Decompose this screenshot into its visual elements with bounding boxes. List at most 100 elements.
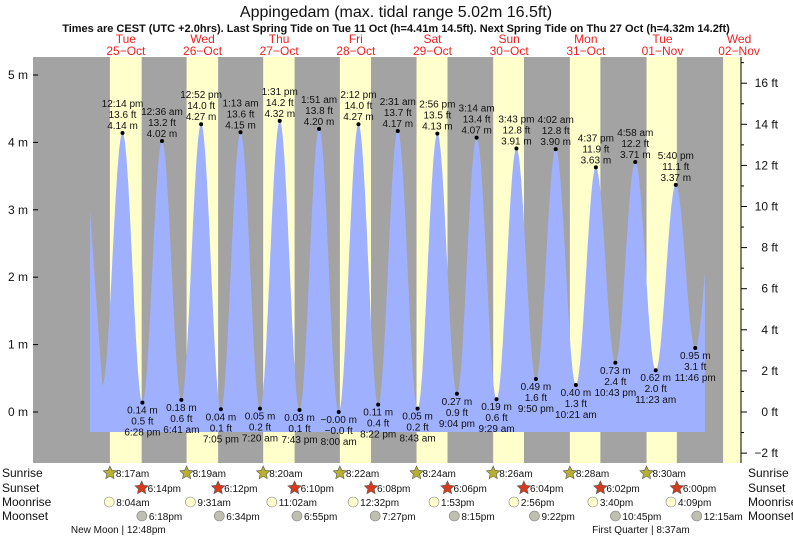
high-tide-point [395, 128, 400, 133]
high-tide-point [673, 182, 678, 187]
tide-label-ft: 13.4 ft [463, 115, 491, 126]
high-tide-point [120, 130, 125, 135]
moonset-time: 9:22pm [541, 512, 574, 523]
sunset-time: 6:08pm [377, 484, 410, 495]
sunset-time: 6:06pm [453, 484, 486, 495]
sunrise-icon [179, 465, 195, 480]
row-label-left-moonrise: Moonrise [2, 495, 52, 509]
low-tide-point [653, 368, 658, 373]
tide-label-ft: 14.0 ft [345, 101, 373, 112]
tide-label-ft: −0.0 ft [325, 426, 353, 437]
high-tide-point [159, 139, 164, 144]
tide-label-mm: 4.27 m [186, 112, 217, 123]
tide-label-ft: 13.6 ft [109, 110, 137, 121]
high-tide-point [277, 118, 282, 123]
tide-label-ft: 11.1 ft [662, 162, 689, 173]
moonset-icon [369, 510, 381, 522]
day-name: Thu [269, 32, 290, 46]
low-tide-point [533, 376, 538, 381]
sunrise-icon [332, 465, 348, 480]
tide-label-ft: 1.3 ft [565, 399, 587, 410]
tide-label-mm: 0.19 m [481, 402, 512, 413]
tide-label-mm: 0.03 m [284, 413, 315, 424]
tide-label-mm: 3.37 m [660, 173, 691, 184]
tide-label-ft: 0.6 ft [170, 414, 192, 425]
tide-label-ft: 0.6 ft [485, 413, 507, 424]
row-label-left-sunrise: Sunrise [2, 466, 43, 480]
tide-label-ft: 2.0 ft [645, 384, 667, 395]
moonrise-time: 12:32pm [360, 498, 399, 509]
right-tick-label: 8 ft [761, 241, 778, 255]
tide-label-mm: 4.20 m [304, 117, 335, 128]
day-date: 02−Nov [718, 44, 760, 58]
sunrise-icon [562, 465, 578, 480]
moonrise-time: 9:31am [197, 498, 230, 509]
tide-label-ft: 12.8 ft [542, 126, 570, 137]
moonrise-time: 4:09pm [678, 498, 711, 509]
sunset-time: 6:00pm [683, 484, 716, 495]
moonset-time: 6:55pm [304, 512, 337, 523]
right-tick-label: 12 ft [755, 158, 779, 172]
chart-title: Appingedam (max. tidal range 5.02m 16.5f… [240, 4, 552, 21]
high-tide-point [199, 122, 204, 127]
low-tide-point [140, 400, 145, 405]
tide-label-ft: 1.6 ft [525, 393, 547, 404]
row-label-left-sunset: Sunset [2, 481, 40, 495]
axes: Tue25−OctWed26−OctThu27−OctFri28−OctSat2… [8, 32, 779, 463]
tide-label-mm: 0.49 m [521, 382, 552, 393]
tide-label-time: 7:20 am [242, 434, 278, 445]
moonset-icon [213, 510, 225, 522]
daylight-band [723, 57, 741, 463]
tide-label-time: 6:28 pm [124, 428, 160, 439]
sunset-icon [210, 480, 226, 495]
moonset-icon [610, 510, 621, 522]
sunset-time: 6:04pm [530, 484, 563, 495]
moonrise-icon [347, 496, 359, 508]
high-tide-point [553, 147, 558, 152]
moonrise-icon [103, 496, 115, 508]
tide-label-time: 8:43 am [399, 434, 435, 445]
left-tick-label: 4 m [8, 135, 28, 149]
tide-label-time: 2:56 pm [419, 100, 455, 111]
sunset-icon [287, 480, 302, 495]
day-name: Fri [349, 32, 363, 46]
left-tick-label: 3 m [8, 203, 28, 217]
tide-label-mm: 0.62 m [640, 373, 671, 384]
sunrise-icon [255, 465, 271, 480]
low-tide-point [258, 406, 263, 411]
high-tide-point [593, 165, 598, 170]
tide-label-mm: 0.05 m [245, 412, 276, 423]
right-tick-label: 14 ft [755, 117, 779, 131]
low-tide-point [336, 410, 341, 414]
low-tide-point [494, 397, 499, 402]
tide-label-mm: 4.14 m [107, 121, 138, 132]
high-tide-point [633, 159, 638, 164]
sunrise-time: 8:19am [193, 469, 226, 480]
tide-label-mm: 4.07 m [461, 126, 492, 137]
day-date: 31−Oct [566, 44, 606, 58]
tide-label-ft: 0.2 ft [249, 423, 271, 434]
tide-label-mm: 0.05 m [402, 412, 433, 423]
right-tick-label: 4 ft [761, 323, 778, 337]
tide-label-mm: 0.73 m [600, 366, 631, 377]
moon-phase-label: First Quarter | 8:37am [592, 525, 690, 536]
sunset-icon [134, 480, 149, 495]
low-tide-point [415, 406, 420, 411]
tide-label-time: 4:58 am [617, 128, 653, 139]
tide-label-ft: 13.5 ft [423, 111, 451, 122]
tide-label-ft: 2.4 ft [604, 377, 626, 388]
tide-label-time: 12:14 pm [102, 99, 144, 110]
moonset-time: 6:34pm [226, 512, 259, 523]
tide-label-time: 1:51 am [301, 95, 337, 106]
moonrise-time: 1:53pm [441, 498, 474, 509]
tide-label-time: 7:43 pm [281, 435, 317, 446]
row-label-moonset: Moonset [748, 509, 793, 523]
tide-label-ft: 0.4 ft [367, 419, 389, 430]
tide-label-mm: 3.91 m [501, 136, 532, 147]
tide-label-ft: 11.9 ft [582, 144, 609, 155]
sunrise-icon [409, 465, 424, 480]
tide-label-ft: 13.2 ft [148, 118, 176, 129]
tide-label-ft: 13.6 ft [227, 109, 255, 120]
tide-label-mm: 0.11 m [363, 408, 393, 419]
tide-label-time: 11:46 pm [675, 373, 716, 384]
